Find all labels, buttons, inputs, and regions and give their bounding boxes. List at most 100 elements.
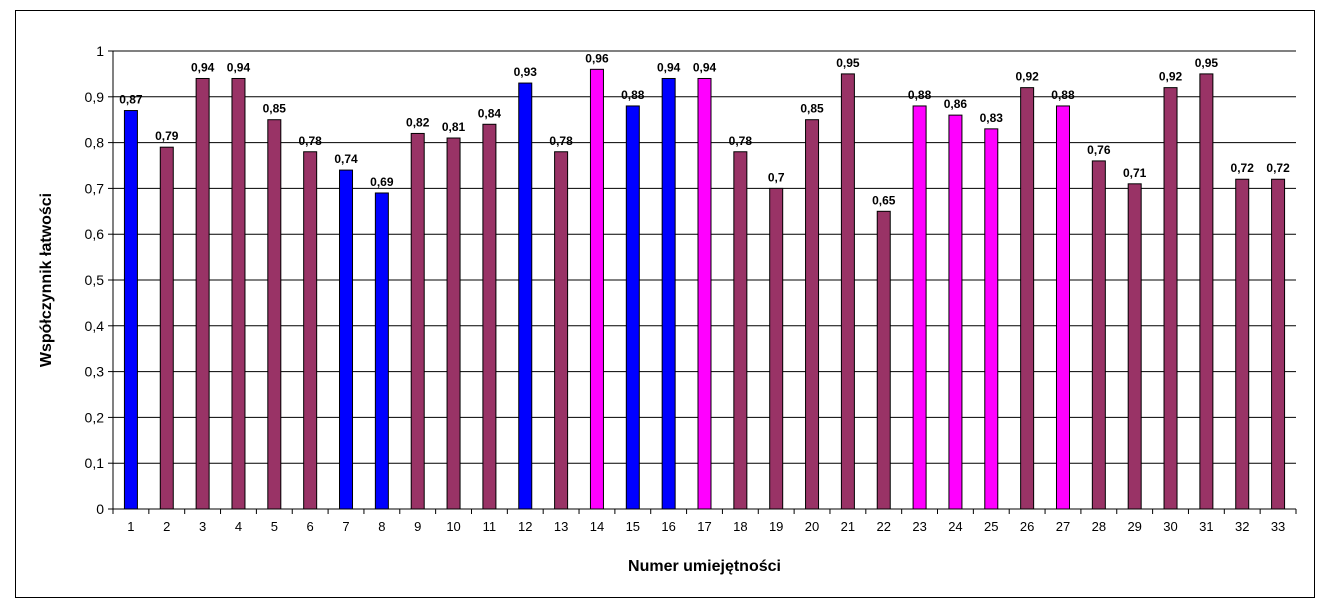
x-tick-label: 33 bbox=[1271, 519, 1285, 534]
y-tick-label: 0,9 bbox=[85, 89, 105, 105]
bar-15 bbox=[625, 105, 640, 510]
y-tick-label: 0,4 bbox=[85, 318, 105, 334]
data-label: 0,94 bbox=[227, 60, 251, 74]
data-label: 0,7 bbox=[768, 170, 785, 184]
y-tick-label: 0,2 bbox=[85, 409, 105, 425]
data-label: 0,72 bbox=[1266, 161, 1290, 175]
bar-12 bbox=[518, 82, 533, 510]
y-tick-label: 0,7 bbox=[85, 180, 105, 196]
bar-19 bbox=[769, 187, 784, 510]
x-tick-label: 18 bbox=[733, 519, 747, 534]
x-axis-ticks: 1 2 3 4 5 6 7 8 9 10 11 12 13 14 15 16 17 18 19 20 21 22 23 24 2… bbox=[112, 509, 1297, 534]
data-label: 0,92 bbox=[1015, 70, 1039, 84]
data-label: 0,74 bbox=[334, 152, 358, 166]
x-tick-label: 31 bbox=[1199, 519, 1213, 534]
x-tick-label: 8 bbox=[378, 519, 385, 534]
bar-7 bbox=[339, 169, 354, 510]
bar-27 bbox=[1055, 105, 1070, 510]
bar-32 bbox=[1235, 178, 1250, 510]
x-tick-label: 25 bbox=[984, 519, 998, 534]
y-tick-label: 0,5 bbox=[85, 272, 105, 288]
data-label: 0,76 bbox=[1087, 143, 1111, 157]
bar-31 bbox=[1199, 73, 1214, 510]
data-label: 0,95 bbox=[836, 56, 860, 70]
x-tick-label: 17 bbox=[697, 519, 711, 534]
x-tick-label: 5 bbox=[271, 519, 278, 534]
bar-23 bbox=[912, 105, 927, 510]
x-tick-label: 13 bbox=[554, 519, 568, 534]
bar-18 bbox=[733, 151, 748, 510]
bar-10 bbox=[446, 137, 461, 510]
bar-28 bbox=[1091, 160, 1106, 510]
data-label: 0,78 bbox=[549, 134, 573, 148]
data-label: 0,78 bbox=[729, 134, 753, 148]
bar-20 bbox=[805, 119, 820, 510]
data-label: 0,93 bbox=[514, 65, 538, 79]
x-tick-label: 14 bbox=[590, 519, 604, 534]
x-tick-label: 16 bbox=[661, 519, 675, 534]
data-label: 0,84 bbox=[478, 106, 502, 120]
y-tick-label: 0,8 bbox=[85, 135, 105, 151]
x-tick-label: 12 bbox=[518, 519, 532, 534]
data-label: 0,69 bbox=[370, 175, 394, 189]
data-label: 0,82 bbox=[406, 115, 430, 129]
data-label: 0,87 bbox=[119, 93, 143, 107]
data-label: 0,95 bbox=[1195, 56, 1219, 70]
data-label: 0,81 bbox=[442, 120, 466, 134]
x-tick-label: 21 bbox=[841, 519, 855, 534]
bar-21 bbox=[840, 73, 855, 510]
bar-16 bbox=[661, 77, 676, 510]
bar-4 bbox=[231, 77, 246, 510]
data-label: 0,65 bbox=[872, 193, 896, 207]
bar-8 bbox=[374, 192, 389, 510]
x-tick-label: 6 bbox=[307, 519, 314, 534]
data-label: 0,92 bbox=[1159, 70, 1183, 84]
x-tick-label: 28 bbox=[1092, 519, 1106, 534]
x-tick-label: 1 bbox=[127, 519, 134, 534]
x-tick-label: 15 bbox=[626, 519, 640, 534]
bar-22 bbox=[876, 210, 891, 510]
bar-6 bbox=[303, 151, 318, 510]
y-axis-title: Współczynnik łatwości bbox=[38, 193, 55, 367]
x-tick-label: 23 bbox=[912, 519, 926, 534]
x-tick-label: 24 bbox=[948, 519, 962, 534]
bar-29 bbox=[1127, 183, 1142, 510]
x-tick-label: 22 bbox=[877, 519, 891, 534]
x-axis-title: Numer umiejętności bbox=[628, 558, 781, 575]
x-tick-label: 3 bbox=[199, 519, 206, 534]
bar-30 bbox=[1163, 87, 1178, 510]
data-label: 0,83 bbox=[980, 111, 1004, 125]
data-label: 0,94 bbox=[191, 60, 215, 74]
data-labels: 0,87 0,79 0,94 0,94 0,85 0,78 0,74 0,69 0,82 0,81… bbox=[119, 51, 1290, 207]
data-label: 0,79 bbox=[155, 129, 179, 143]
y-axis-ticks: 0 0,1 0,2 0,3 0,4 0,5 0,6 0,7 0,8 0,9 1 bbox=[85, 43, 113, 517]
x-tick-label: 19 bbox=[769, 519, 783, 534]
x-tick-label: 32 bbox=[1235, 519, 1249, 534]
x-tick-label: 20 bbox=[805, 519, 819, 534]
bar-2 bbox=[159, 146, 174, 510]
bar-24 bbox=[948, 114, 963, 510]
x-tick-label: 4 bbox=[235, 519, 242, 534]
bar-14 bbox=[589, 68, 604, 510]
y-tick-label: 0 bbox=[96, 501, 104, 517]
bar-5 bbox=[267, 119, 282, 510]
bar-25 bbox=[984, 128, 999, 510]
data-label: 0,78 bbox=[298, 134, 322, 148]
data-label: 0,94 bbox=[657, 60, 681, 74]
y-tick-label: 1 bbox=[96, 43, 104, 59]
data-label: 0,85 bbox=[263, 102, 287, 116]
data-label: 0,71 bbox=[1123, 166, 1147, 180]
bar-26 bbox=[1020, 87, 1035, 510]
data-label: 0,94 bbox=[693, 60, 717, 74]
x-tick-label: 30 bbox=[1163, 519, 1177, 534]
x-tick-label: 2 bbox=[163, 519, 170, 534]
data-label: 0,88 bbox=[908, 88, 932, 102]
y-tick-label: 0,3 bbox=[85, 364, 105, 380]
bar-13 bbox=[554, 151, 569, 510]
data-label: 0,96 bbox=[585, 51, 609, 65]
x-tick-label: 29 bbox=[1127, 519, 1141, 534]
data-label: 0,86 bbox=[944, 97, 968, 111]
y-tick-label: 0,6 bbox=[85, 226, 105, 242]
bar-9 bbox=[410, 132, 425, 510]
